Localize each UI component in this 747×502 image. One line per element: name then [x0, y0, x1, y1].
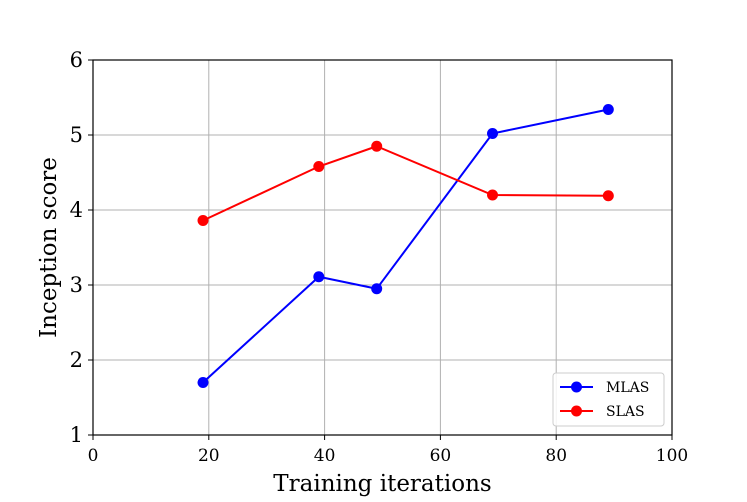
y-tick-label: 4 [70, 198, 83, 222]
data-point-mlas [602, 104, 614, 115]
legend-marker-mlas [571, 381, 582, 393]
legend-label-mlas: MLAS [606, 380, 649, 396]
x-tick-label: 100 [656, 446, 688, 466]
legend-label-slas: SLAS [606, 404, 645, 420]
legend-items: MLAS SLAS [560, 380, 649, 420]
data-point-slas [197, 215, 209, 226]
x-axis-label: Training iterations [273, 471, 491, 497]
data-point-slas [371, 140, 383, 152]
y-tick-label: 3 [70, 273, 83, 297]
plot-frame [92, 59, 673, 436]
data-point-slas [313, 161, 325, 172]
x-tick-label: 80 [545, 446, 567, 466]
y-tick-label: 5 [70, 123, 83, 147]
legend-marker-slas [571, 405, 582, 417]
y-axis-label: Inception score [36, 157, 62, 338]
x-tick-label: 0 [88, 446, 99, 466]
y-tick-label: 2 [70, 348, 83, 372]
data-point-mlas [197, 377, 209, 388]
legend: MLAS SLAS [552, 372, 665, 427]
data-point-mlas [487, 128, 499, 139]
series-layer [197, 104, 614, 388]
y-tick-label: 1 [70, 423, 83, 447]
axis-ticks: 0 20 40 60 80 100 1 2 3 4 5 6 [70, 48, 689, 466]
data-point-slas [487, 189, 499, 201]
data-point-mlas [371, 283, 383, 295]
x-tick-label: 40 [314, 446, 336, 466]
data-point-mlas [313, 271, 325, 283]
x-tick-label: 20 [198, 446, 220, 466]
y-tick-label: 6 [70, 48, 83, 72]
x-tick-label: 60 [430, 446, 452, 466]
data-point-slas [602, 190, 614, 202]
series-line-mlas [202, 108, 609, 384]
series-line-slas [202, 145, 609, 222]
